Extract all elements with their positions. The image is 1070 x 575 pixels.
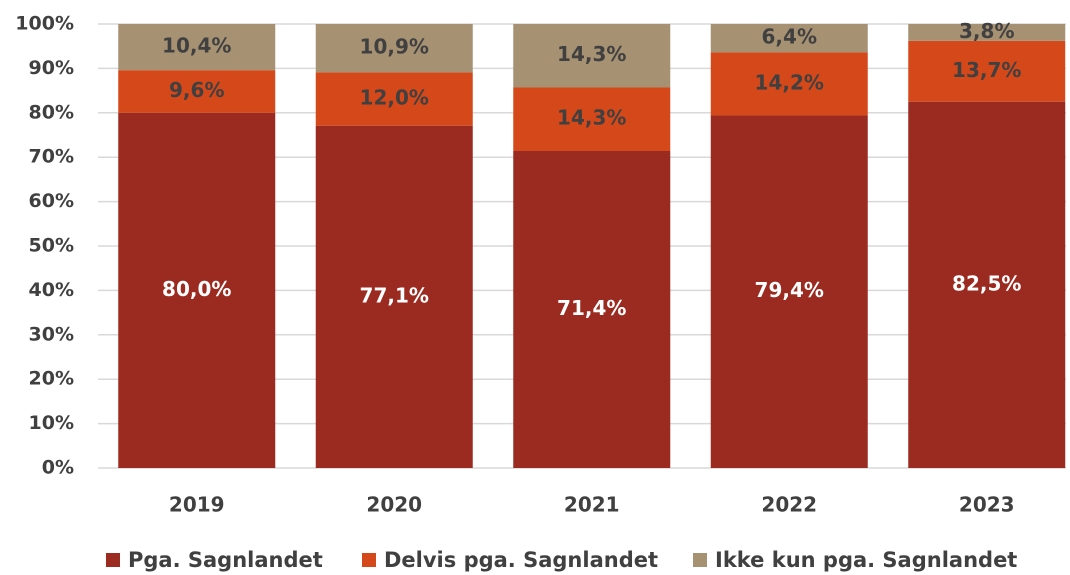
value-label: 13,7% <box>952 58 1021 82</box>
value-label: 80,0% <box>162 277 231 301</box>
value-label: 14,2% <box>755 70 824 94</box>
value-label: 10,4% <box>162 34 231 58</box>
y-tick-label: 60% <box>29 190 74 212</box>
value-label: 10,9% <box>360 35 429 59</box>
bar-segment <box>315 125 473 469</box>
x-tick-label: 2023 <box>959 493 1015 517</box>
value-label: 77,1% <box>360 283 429 307</box>
y-tick-label: 0% <box>42 457 74 479</box>
bar-segment <box>513 87 671 151</box>
bar-segment <box>513 24 671 88</box>
value-label: 6,4% <box>762 25 817 49</box>
y-tick-label: 70% <box>29 146 74 168</box>
y-tick-label: 100% <box>15 13 74 35</box>
y-tick-label: 90% <box>29 57 74 79</box>
legend-label: Pga. Sagnlandet <box>128 548 323 572</box>
bar-segment <box>908 101 1066 468</box>
value-label: 9,6% <box>169 78 224 102</box>
bar-segment <box>908 24 1066 41</box>
y-tick-label: 50% <box>29 235 74 257</box>
value-label: 79,4% <box>755 278 824 302</box>
legend-swatch <box>362 553 376 567</box>
value-label: 82,5% <box>952 271 1021 295</box>
value-label: 14,3% <box>557 42 626 66</box>
bar-segment <box>710 52 868 116</box>
bar-segment <box>710 24 868 53</box>
legend-label: Delvis pga. Sagnlandet <box>384 548 658 572</box>
bar-segment <box>710 115 868 469</box>
bar-segment <box>118 24 276 71</box>
x-tick-label: 2021 <box>564 493 620 517</box>
y-tick-label: 10% <box>29 412 74 434</box>
x-tick-label: 2019 <box>169 493 225 517</box>
bar-segment <box>513 150 671 468</box>
y-tick-label: 20% <box>29 368 74 390</box>
value-label: 3,8% <box>959 19 1014 43</box>
bar-segment <box>315 24 473 73</box>
bar-segment <box>118 112 276 469</box>
legend-swatch <box>693 553 707 567</box>
legend-swatch <box>106 553 120 567</box>
y-tick-label: 30% <box>29 323 74 345</box>
legend-label: Ikke kun pga. Sagnlandet <box>715 548 1017 572</box>
y-tick-label: 40% <box>29 279 74 301</box>
bar-segment <box>315 72 473 126</box>
bar-segment <box>118 70 276 113</box>
value-label: 12,0% <box>360 86 429 110</box>
value-label: 71,4% <box>557 296 626 320</box>
y-tick-label: 80% <box>29 101 74 123</box>
x-tick-label: 2020 <box>366 493 422 517</box>
value-label: 14,3% <box>557 106 626 130</box>
bar-segment <box>908 40 1066 102</box>
x-tick-label: 2022 <box>761 493 817 517</box>
